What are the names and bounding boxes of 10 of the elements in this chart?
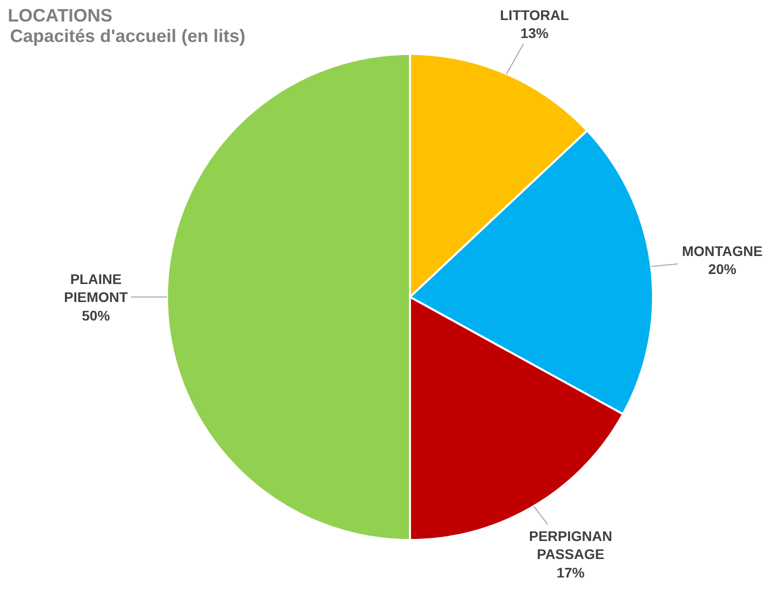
chart-title: LOCATIONS	[8, 6, 112, 26]
data-label: 17%	[556, 564, 586, 580]
data-label: 20%	[708, 261, 737, 278]
slice-label: LITTORAL	[500, 7, 570, 23]
data-label: 13%	[520, 25, 550, 42]
slice-label: PERPIGNAN PASSAGE	[529, 528, 612, 562]
slice-label: PLAINE PIEMONT	[64, 271, 128, 306]
data-label: 50%	[82, 307, 110, 324]
text: Capacités d'accueil (en lits)	[10, 26, 246, 46]
slice-label: MONTAGNE	[682, 243, 763, 259]
